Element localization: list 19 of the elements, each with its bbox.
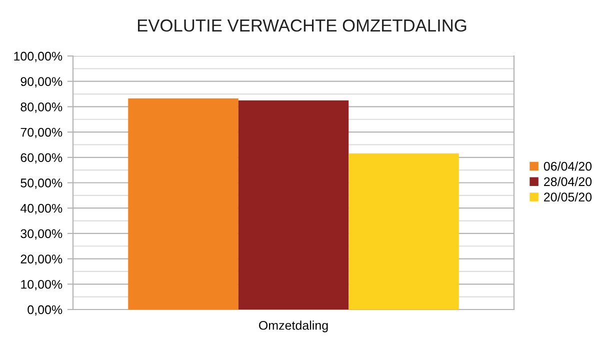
y-tick-label: 50,00% [20,178,62,189]
x-tick-label: Omzetdaling [259,320,328,332]
legend-label: 06/04/20 [544,162,592,171]
y-tick-label: 80,00% [20,102,62,113]
y-tick-label: 40,00% [20,204,62,214]
y-tick-label: 10,00% [21,280,62,290]
y-tick-label: 20,00% [20,254,62,265]
legend-label: 28/04/20 [544,176,592,186]
y-tick-label: 0,00% [28,305,62,316]
bar [348,153,459,310]
y-tick-label: 100,00% [14,52,62,62]
chart-title: EVOLUTIE VERWACHTE OMZETDALING [138,19,466,32]
bar [238,100,349,310]
y-tick-label: 70,00% [20,128,62,138]
y-tick-label: 30,00% [20,229,62,240]
y-tick-label: 90,00% [20,77,62,88]
legend-label: 20/05/20 [544,192,592,202]
y-tick-label: 60,00% [20,153,62,164]
bar [128,98,238,310]
